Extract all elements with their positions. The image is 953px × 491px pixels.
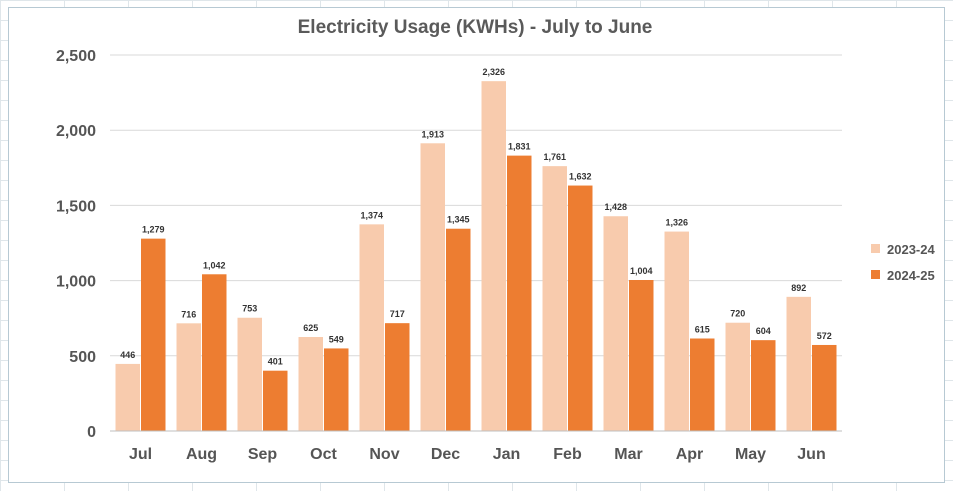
data-label: 2,326 bbox=[482, 67, 505, 77]
x-tick-label: Oct bbox=[310, 446, 337, 463]
data-label: 1,279 bbox=[142, 225, 165, 235]
x-tick-label: Aug bbox=[186, 446, 217, 463]
bar-2024-25-Dec bbox=[446, 228, 471, 431]
data-label: 1,761 bbox=[543, 152, 566, 162]
legend-swatch-2023-24 bbox=[871, 244, 880, 253]
data-label: 716 bbox=[181, 309, 196, 319]
x-tick-label: Dec bbox=[431, 446, 460, 463]
x-tick-label: Apr bbox=[676, 446, 704, 463]
x-tick-label: Feb bbox=[553, 446, 582, 463]
legend[interactable]: 2023-24 2024-25 bbox=[871, 242, 935, 283]
legend-label: 2024-25 bbox=[887, 268, 935, 283]
bar-2024-25-Sep bbox=[263, 370, 288, 431]
bar-2024-25-Mar bbox=[629, 279, 654, 431]
data-label: 720 bbox=[730, 309, 745, 319]
bar-2023-24-Jul bbox=[115, 363, 140, 431]
y-axis-ticks: 0 500 1,000 1,500 2,000 2,500 bbox=[56, 48, 96, 441]
data-label: 1,632 bbox=[569, 172, 592, 182]
data-label: 1,831 bbox=[508, 142, 531, 152]
bars bbox=[115, 81, 837, 432]
bar-2023-24-Jan bbox=[481, 81, 506, 431]
data-label: 572 bbox=[817, 331, 832, 341]
data-label: 892 bbox=[791, 283, 806, 293]
bar-2024-25-Jul bbox=[141, 238, 166, 431]
data-label: 1,374 bbox=[360, 210, 383, 220]
gridlines bbox=[110, 54, 842, 357]
bar-2023-24-Dec bbox=[420, 143, 445, 432]
bar-2023-24-Nov bbox=[359, 224, 384, 431]
data-label: 1,326 bbox=[665, 218, 688, 228]
bar-2024-25-Jan bbox=[507, 155, 532, 431]
bar-2024-25-May bbox=[751, 340, 776, 431]
chart-title: Electricity Usage (KWHs) - July to June bbox=[298, 17, 653, 38]
data-label: 753 bbox=[242, 304, 257, 314]
bar-2024-25-Jun bbox=[812, 344, 837, 431]
y-tick-label: 1,000 bbox=[56, 274, 96, 291]
bar-2024-25-Oct bbox=[324, 348, 349, 431]
legend-label: 2023-24 bbox=[887, 242, 935, 257]
data-label: 1,042 bbox=[203, 260, 226, 270]
data-label: 401 bbox=[268, 357, 283, 367]
data-label: 446 bbox=[120, 350, 135, 360]
y-tick-label: 1,500 bbox=[56, 198, 96, 215]
bar-2024-25-Apr bbox=[690, 338, 715, 431]
x-tick-label: Mar bbox=[614, 446, 642, 463]
bar-2024-25-Nov bbox=[385, 323, 410, 431]
data-label: 625 bbox=[303, 323, 318, 333]
x-tick-label: Nov bbox=[369, 446, 399, 463]
bar-2023-24-Feb bbox=[542, 166, 567, 431]
bar-2023-24-May bbox=[725, 322, 750, 431]
data-label: 1,428 bbox=[604, 202, 627, 212]
bar-2023-24-Sep bbox=[237, 317, 262, 431]
data-label: 615 bbox=[695, 325, 710, 335]
bar-2023-24-Jun bbox=[786, 296, 811, 431]
data-label: 549 bbox=[329, 334, 344, 344]
x-tick-label: Jul bbox=[129, 446, 152, 463]
legend-swatch-2024-25 bbox=[871, 270, 880, 279]
bar-2023-24-Aug bbox=[176, 323, 201, 431]
y-tick-label: 2,500 bbox=[56, 48, 96, 65]
y-tick-label: 500 bbox=[69, 349, 96, 366]
bar-2023-24-Mar bbox=[603, 216, 628, 431]
data-labels: 446 1,279 716 1,042 753 401 625 549 1,374 717 1,91… bbox=[120, 67, 832, 367]
x-tick-label: May bbox=[735, 446, 766, 463]
data-label: 1,913 bbox=[421, 129, 444, 139]
bar-2024-25-Aug bbox=[202, 274, 227, 431]
x-axis-ticks: Jul Aug Sep Oct Nov Dec Jan Feb Mar Apr May Jun bbox=[129, 446, 826, 463]
y-tick-label: 0 bbox=[87, 424, 96, 441]
bar-2023-24-Apr bbox=[664, 231, 689, 431]
data-label: 1,004 bbox=[630, 266, 653, 276]
bar-2024-25-Feb bbox=[568, 185, 593, 431]
data-label: 717 bbox=[390, 309, 405, 319]
data-label: 1,345 bbox=[447, 215, 470, 225]
bar-2023-24-Oct bbox=[298, 337, 323, 431]
x-tick-label: Sep bbox=[248, 446, 278, 463]
x-tick-label: Jun bbox=[797, 446, 825, 463]
data-label: 604 bbox=[756, 326, 771, 336]
y-tick-label: 2,000 bbox=[56, 123, 96, 140]
x-tick-label: Jan bbox=[493, 446, 521, 463]
